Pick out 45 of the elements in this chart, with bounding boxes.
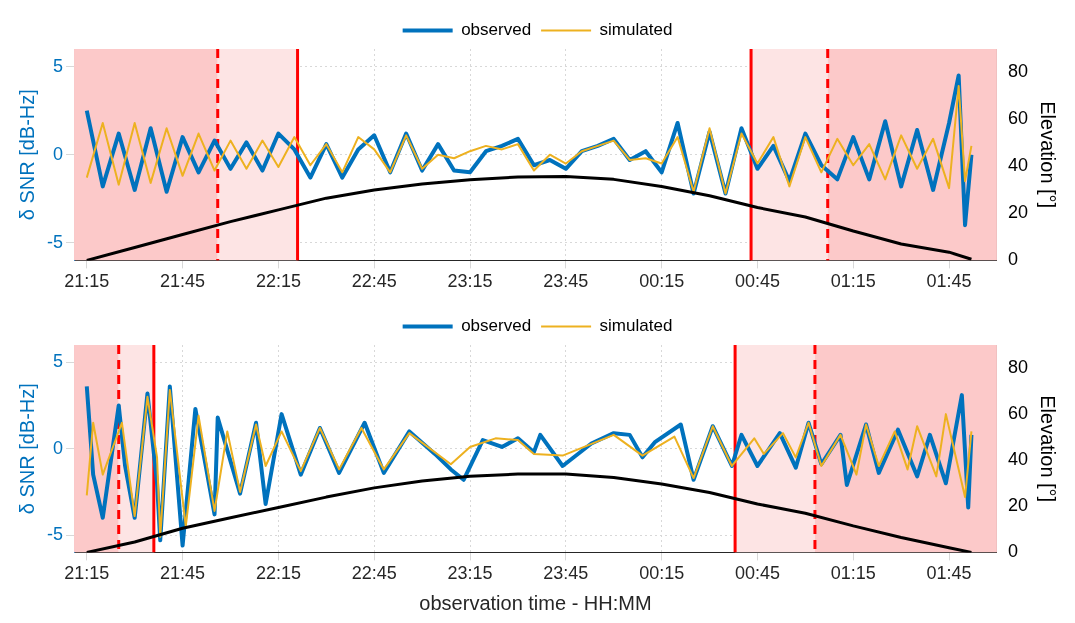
legend-label: observed [461,20,532,40]
y-axis-title: δ SNR [dB-Hz] [15,89,38,221]
x-tick-label: 23:45 [543,563,589,584]
y-tick-label: 0 [52,437,63,458]
y2-tick-label: 40 [1007,449,1029,470]
y-tick-label: 5 [52,351,63,372]
y2-tick-label: 0 [1007,541,1018,562]
x-tick-label: 00:15 [639,271,685,292]
y-axis-title: δ SNR [dB-Hz] [15,383,38,515]
legend-label: simulated [599,316,673,336]
x-tick-label: 21:45 [160,563,206,584]
y2-tick-label: 80 [1007,61,1029,82]
x-tick-label: 22:45 [351,271,397,292]
y-tick-label: 0 [52,143,63,164]
x-tick-label: 23:15 [447,271,493,292]
y2-tick-label: 60 [1007,108,1029,129]
x-tick-label: 22:15 [255,271,301,292]
x-tick-label: 01:45 [926,563,972,584]
x-tick-label: 22:15 [255,563,301,584]
x-tick-label: 21:45 [160,271,206,292]
x-tick-label: 00:45 [734,271,780,292]
x-tick-label: 01:45 [926,271,972,292]
y2-axis-title: Elevation [°] [1037,395,1060,503]
legend-label: simulated [599,20,673,40]
y2-tick-label: 60 [1007,403,1029,424]
y2-tick-label: 0 [1007,249,1018,270]
x-tick-label: 22:45 [351,563,397,584]
y2-axis-title: Elevation [°] [1037,101,1060,209]
x-tick-label: 21:15 [64,271,110,292]
y2-tick-label: 20 [1007,202,1029,223]
x-tick-label: 00:15 [639,563,685,584]
x-tick-label: 01:15 [830,563,876,584]
y2-tick-label: 80 [1007,357,1029,378]
x-tick-label: 23:45 [543,271,589,292]
x-axis-title: observation time - HH:MM [419,591,652,614]
x-tick-label: 21:15 [64,563,110,584]
legend-label: observed [461,316,532,336]
y-tick-label: 5 [52,55,63,76]
y2-tick-label: 20 [1007,495,1029,516]
x-tick-label: 00:45 [734,563,780,584]
y-tick-label: -5 [46,524,63,545]
x-tick-label: 01:15 [830,271,876,292]
y-tick-label: -5 [46,231,63,252]
y2-tick-label: 40 [1007,155,1029,176]
x-tick-label: 23:15 [447,563,493,584]
